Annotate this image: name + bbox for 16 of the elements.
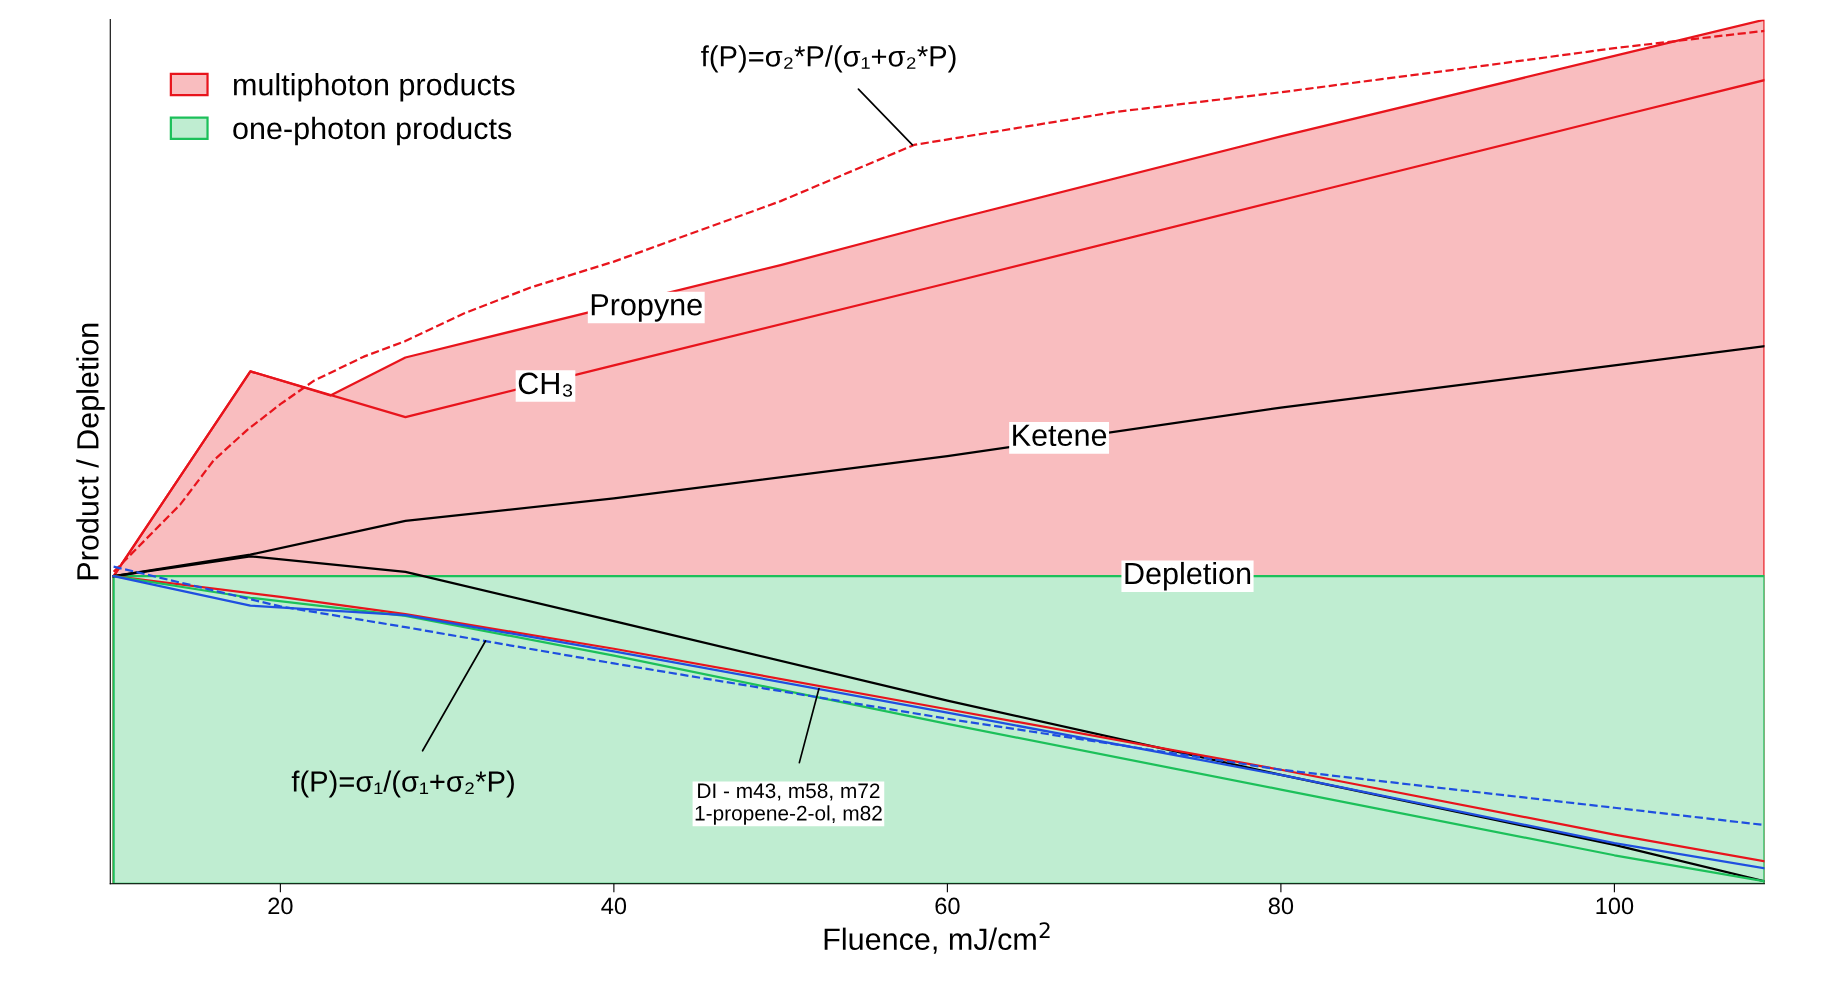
annotation: Propyne (591, 294, 702, 322)
x-tick-label: 20 (268, 897, 293, 915)
legend-label: one-photon products (233, 116, 512, 146)
x-tick-label: 80 (1268, 897, 1294, 915)
annotation: DI - m43, m58, m72 1-propene-2-ol, m82 (695, 783, 882, 825)
x-axis-title: Fluence, mJ/cm$^{2}$ (824, 922, 1050, 954)
x-tick-label: 60 (935, 897, 960, 915)
annotation: CH₃ (518, 372, 573, 397)
legend-label: multiphoton products (234, 73, 515, 102)
annotation: Depletion (1125, 561, 1251, 591)
annotation: f(P)=σ₂*P/(σ₁+σ₂*P) (701, 45, 956, 73)
annotation: Ketene (1013, 424, 1107, 447)
y-axis-title: Product / Depletion (76, 323, 105, 580)
x-tick-label: 40 (601, 897, 627, 915)
x-tick-label: 100 (1596, 897, 1634, 915)
annotation: f(P)=σ₁/(σ₁+σ₂*P) (291, 770, 514, 798)
